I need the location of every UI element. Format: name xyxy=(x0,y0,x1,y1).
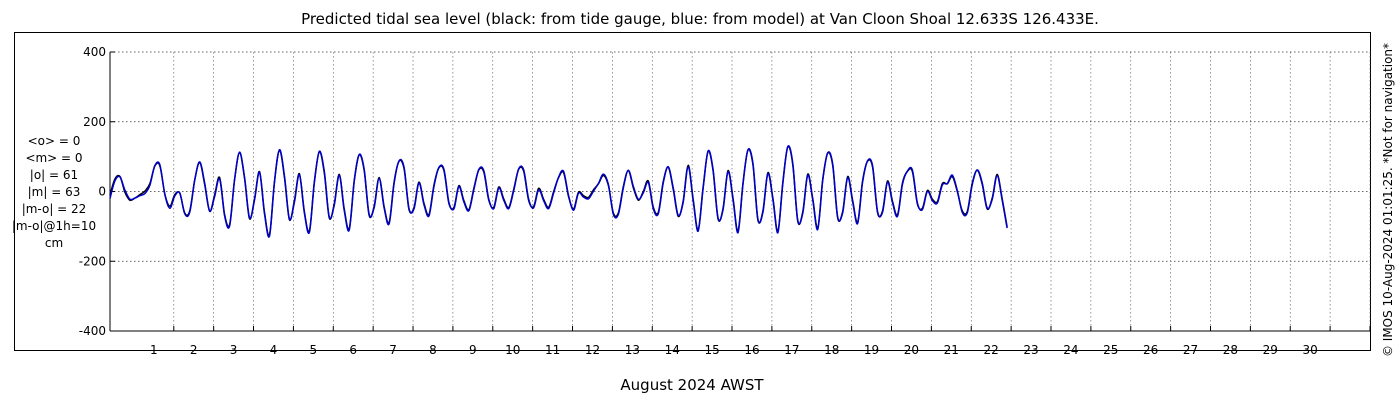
x-tick-label: 22 xyxy=(984,343,999,357)
x-tick-label: 27 xyxy=(1183,343,1198,357)
figure-frame xyxy=(14,32,1371,351)
x-tick-label: 7 xyxy=(389,343,397,357)
x-tick-label: 16 xyxy=(744,343,759,357)
series-line-tide-gauge xyxy=(109,145,1008,237)
x-tick-label: 14 xyxy=(665,343,680,357)
x-tick-label: 10 xyxy=(505,343,520,357)
x-axis: 1 2 3 4 5 6 7 8 9 10 11 12 13 14 15 16 17 18 19 20 21 22 23 24 2… xyxy=(110,326,1371,357)
x-tick-label: 9 xyxy=(469,343,477,357)
series-lines xyxy=(109,145,1008,238)
x-tick-label: 21 xyxy=(944,343,959,357)
y-tick-label: 0 xyxy=(98,185,106,199)
x-tick-label: 8 xyxy=(429,343,437,357)
stat-abs-diff-1h: |m-o|@1h=10 xyxy=(11,219,97,233)
stat-mean-observed: <o> = 0 xyxy=(27,134,81,148)
y-tick-label: -400 xyxy=(79,324,106,338)
stat-mean-model: <m> = 0 xyxy=(25,151,83,165)
x-tick-label: 25 xyxy=(1103,343,1118,357)
x-tick-label: 18 xyxy=(824,343,839,357)
series-line-model xyxy=(109,145,1008,238)
x-tick-label: 13 xyxy=(625,343,640,357)
credit-text: © IMOS 10-Aug-2024 01:01:25. *Not for na… xyxy=(1381,42,1395,358)
y-tick-label: 200 xyxy=(83,115,106,129)
x-tick-label: 30 xyxy=(1303,343,1318,357)
x-tick-label: 3 xyxy=(230,343,238,357)
chart-title: Predicted tidal sea level (black: from t… xyxy=(301,10,1099,28)
statistics-panel: <o> = 0 <m> = 0 |o| = 61 |m| = 63 |m-o| … xyxy=(10,133,98,252)
x-tick-label: 24 xyxy=(1063,343,1078,357)
y-axis: -400 -200 0 200 400 xyxy=(79,45,115,338)
x-axis-label: August 2024 AWST xyxy=(620,376,764,394)
x-tick-label: 26 xyxy=(1143,343,1158,357)
x-tick-label: 17 xyxy=(784,343,799,357)
stat-abs-observed: |o| = 61 xyxy=(29,168,79,182)
x-tick-label: 5 xyxy=(310,343,318,357)
x-tick-label: 19 xyxy=(864,343,879,357)
x-tick-label: 1 xyxy=(150,343,158,357)
x-tick-label: 15 xyxy=(704,343,719,357)
x-tick-label: 12 xyxy=(585,343,600,357)
x-tick-label: 2 xyxy=(190,343,198,357)
x-tick-label: 6 xyxy=(349,343,357,357)
x-tick-label: 23 xyxy=(1023,343,1038,357)
x-tick-label: 4 xyxy=(270,343,278,357)
grid-lines xyxy=(110,51,1371,332)
stat-units: cm xyxy=(44,236,64,250)
x-tick-label: 28 xyxy=(1223,343,1238,357)
x-tick-label: 29 xyxy=(1263,343,1278,357)
stat-abs-diff: |m-o| = 22 xyxy=(21,202,87,216)
x-tick-label: 11 xyxy=(545,343,560,357)
x-tick-label: 20 xyxy=(904,343,919,357)
y-tick-label: 400 xyxy=(83,45,106,59)
stat-abs-model: |m| = 63 xyxy=(27,185,81,199)
y-tick-label: -200 xyxy=(79,254,106,268)
